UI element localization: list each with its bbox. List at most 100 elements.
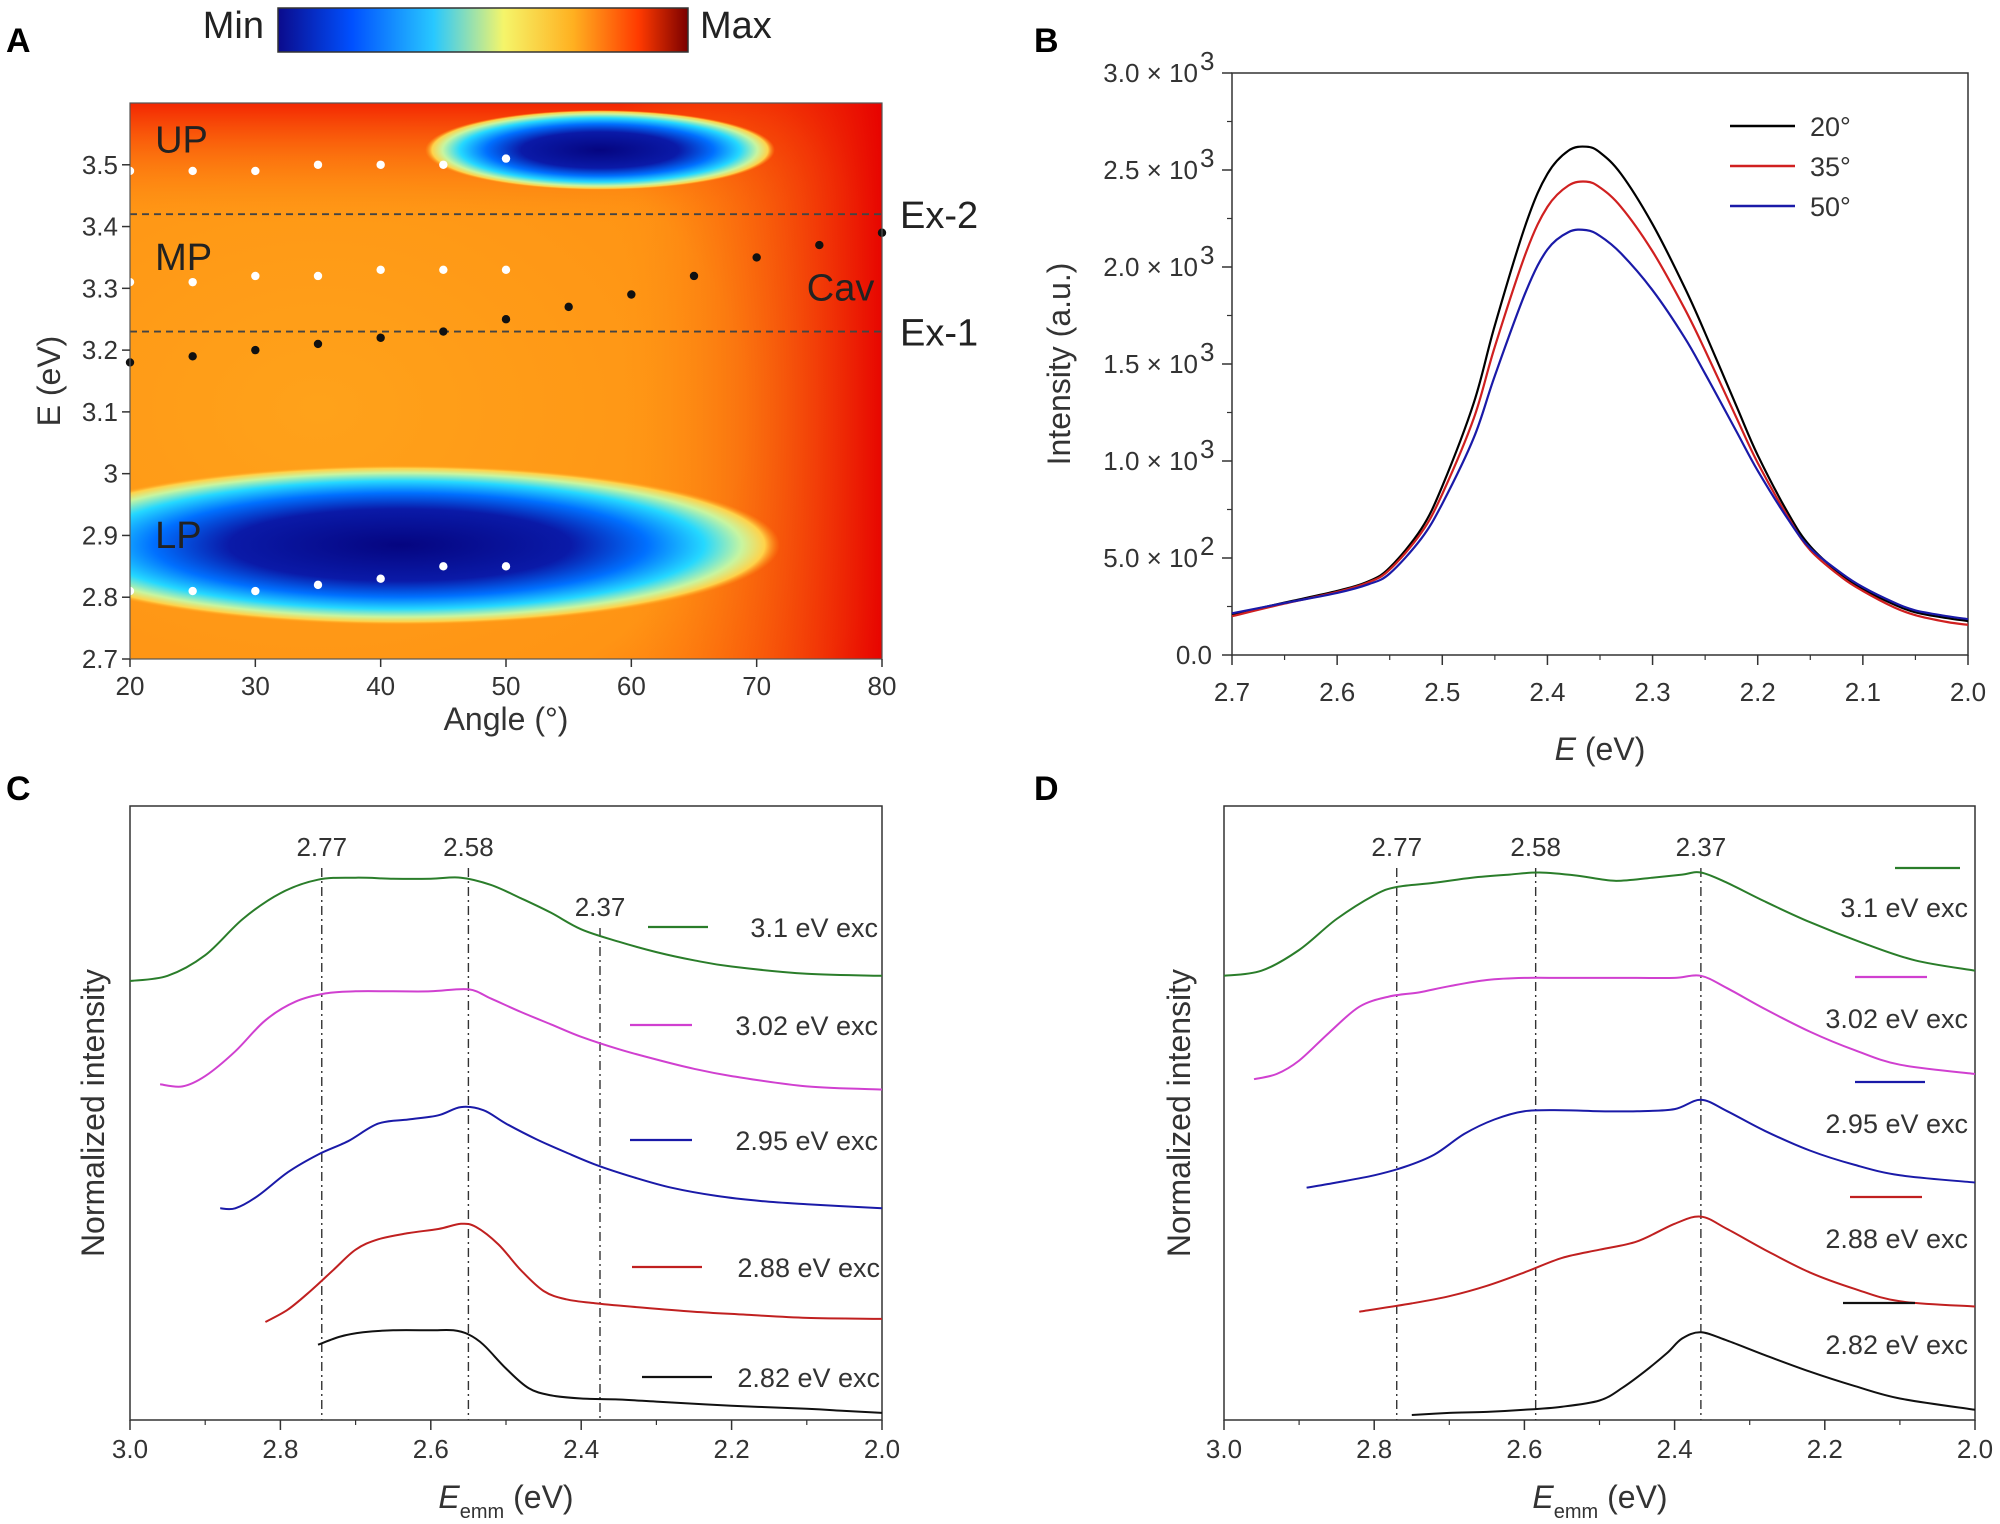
series-line <box>1231 228 1969 621</box>
colorbar-max-label: Max <box>700 5 772 47</box>
plot-frame <box>1231 72 1969 656</box>
y-tick-label: 0.0 <box>1176 640 1212 670</box>
series-line <box>129 876 883 982</box>
data-point <box>313 339 323 349</box>
panel-label-c: C <box>6 770 31 808</box>
y-tick-label: 3.5 <box>82 150 118 180</box>
y-tick-label: 1.0 × 10 <box>1103 446 1198 476</box>
peak-marker-label: 2.58 <box>443 832 494 862</box>
x-axis-title-unit: (eV) <box>1576 731 1645 767</box>
data-point <box>188 586 197 596</box>
heatmap-field <box>130 103 882 659</box>
data-point <box>815 240 824 250</box>
y-axis-title: Intensity (a.u.) <box>1041 263 1077 466</box>
y-tick-label: 2.8 <box>82 582 118 612</box>
x-tick-label: 2.8 <box>1356 1434 1392 1464</box>
x-tick-label: 70 <box>742 671 771 701</box>
series-legend-label: 3.02 eV exc <box>1825 1004 1968 1034</box>
data-point <box>689 271 699 281</box>
y-axis-title: E (eV) <box>31 336 67 427</box>
reference-line-label: Ex-2 <box>900 195 978 237</box>
legend-label: 20° <box>1810 112 1851 142</box>
up-dip-lobe <box>425 110 775 190</box>
data-point <box>501 154 511 163</box>
y-tick-exponent: 2 <box>1200 531 1214 561</box>
branch-label: MP <box>155 237 212 279</box>
x-tick-label: 2.8 <box>262 1434 298 1464</box>
panel-label-a: A <box>6 22 31 60</box>
data-point <box>439 562 448 571</box>
data-point <box>376 160 385 169</box>
x-axis-title-unit: (eV) <box>504 1479 573 1515</box>
x-axis-title-symbol: E <box>1532 1479 1554 1515</box>
x-tick-label: 60 <box>617 671 646 701</box>
legend-label: 50° <box>1810 192 1851 222</box>
branch-label: LP <box>155 515 201 557</box>
x-axis-title: Eemm (eV) <box>438 1479 573 1523</box>
y-tick-label: 3.2 <box>82 335 118 365</box>
x-tick-label: 3.0 <box>1206 1434 1242 1464</box>
peak-marker-label: 2.37 <box>575 892 626 922</box>
panel-c-spectra: 3.0 2.8 2.6 2.4 2.2 2.0 Eemm (eV) Normalized in… <box>75 805 900 1523</box>
series-line <box>1253 974 1976 1081</box>
data-point <box>439 160 448 169</box>
series-legend-label: 2.95 eV exc <box>1825 1109 1968 1139</box>
series-line <box>317 1328 883 1414</box>
x-tick-label: 2.4 <box>1529 677 1565 707</box>
x-tick-label: 2.4 <box>563 1434 599 1464</box>
y-tick-exponent: 3 <box>1200 434 1214 464</box>
data-point <box>439 265 448 274</box>
y-tick-label: 2.7 <box>82 644 118 674</box>
y-tick-label: 1.5 × 10 <box>1103 349 1198 379</box>
panel-d-spectra: 3.0 2.8 2.6 2.4 2.2 2.0 Eemm (eV) Normalized in… <box>1161 805 1993 1523</box>
series-line <box>1231 145 1969 623</box>
x-tick-label: 30 <box>241 671 270 701</box>
series-legend-label: 2.82 eV exc <box>1825 1330 1968 1360</box>
series-line <box>220 1105 883 1211</box>
x-axis-title: E (eV) <box>1555 731 1646 767</box>
y-tick-label: 3.4 <box>82 212 118 242</box>
x-axis-title-symbol: E <box>438 1479 460 1515</box>
peak-marker-label: 2.77 <box>296 832 347 862</box>
legend: 20° 35° 50° <box>1730 112 1851 222</box>
x-tick-label: 2.7 <box>1214 677 1250 707</box>
series-line <box>1359 1215 1976 1313</box>
x-tick-label: 3.0 <box>112 1434 148 1464</box>
series-legend-label: 2.88 eV exc <box>737 1253 880 1283</box>
x-tick-label: 2.2 <box>1807 1434 1843 1464</box>
branch-label: Cav <box>807 268 875 310</box>
peak-marker-label: 2.37 <box>1676 832 1727 862</box>
data-point <box>564 302 573 312</box>
plot-frame <box>129 805 883 1421</box>
data-point <box>251 586 260 596</box>
data-point <box>376 333 385 342</box>
data-point <box>501 315 511 324</box>
panel-label-b: B <box>1034 22 1059 60</box>
data-point <box>627 290 636 299</box>
x-tick-label: 2.6 <box>1319 677 1355 707</box>
data-point <box>188 277 197 287</box>
data-point <box>376 265 385 274</box>
panel-b-line-chart: 2.7 2.6 2.5 2.4 2.3 2.2 2.1 2.0 0.0 5.0 × 10 2 1.0 … <box>1041 46 1986 767</box>
series-legend-label: 2.95 eV exc <box>735 1126 878 1156</box>
series-line <box>264 1222 883 1323</box>
y-tick-label: 3 <box>104 459 118 489</box>
x-tick-label: 2.2 <box>714 1434 750 1464</box>
y-tick-label: 3.3 <box>82 273 118 303</box>
y-tick-label: 5.0 × 10 <box>1103 543 1198 573</box>
series-line <box>1306 1098 1976 1189</box>
x-axis-title-unit: (eV) <box>1598 1479 1667 1515</box>
peak-marker-label: 2.77 <box>1371 832 1422 862</box>
colorbar <box>277 7 689 53</box>
panel-a-heatmap: Min Max Ex-2 Ex-1 UP MP LP Cav 20 30 40 50 60 70 80… <box>31 5 978 737</box>
x-tick-label: 2.0 <box>864 1434 900 1464</box>
x-tick-label: 50 <box>492 671 521 701</box>
y-tick-exponent: 3 <box>1200 46 1214 76</box>
x-axis-title: Angle (°) <box>444 701 569 737</box>
peak-marker-label: 2.58 <box>1510 832 1561 862</box>
panel-label-d: D <box>1034 770 1059 808</box>
y-tick-exponent: 3 <box>1200 337 1214 367</box>
series-line <box>1223 871 1976 977</box>
y-tick-label: 2.0 × 10 <box>1103 252 1198 282</box>
data-point <box>501 562 511 571</box>
